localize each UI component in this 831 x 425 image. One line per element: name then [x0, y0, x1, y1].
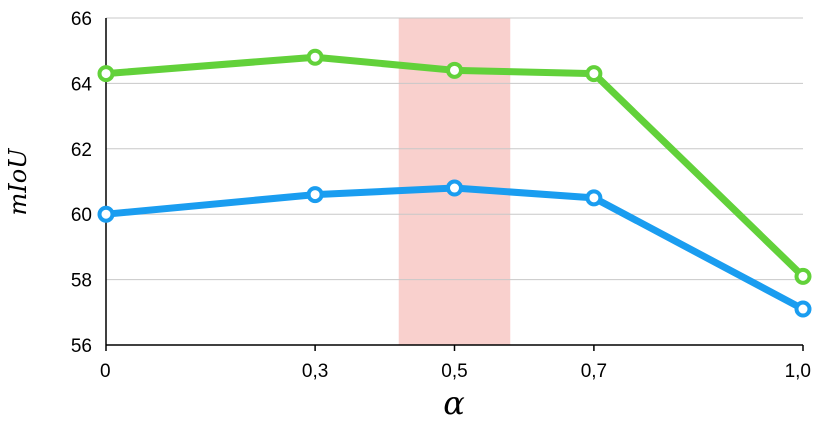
x-tick-label: 0,3 — [302, 361, 328, 382]
y-tick-label: 56 — [71, 336, 92, 357]
x-axis-title: α — [443, 384, 465, 422]
y-tick-label: 62 — [71, 140, 92, 161]
series-2-point — [794, 300, 812, 318]
series-2-point — [97, 205, 115, 223]
series-1-point — [306, 48, 324, 66]
series-2-point — [446, 179, 463, 197]
x-tick-label: 0 — [100, 361, 111, 382]
y-tick-label: 66 — [71, 9, 92, 30]
x-tick-label: 1,0 — [785, 361, 811, 382]
series-2-point — [585, 189, 603, 207]
y-tick-label: 60 — [71, 205, 92, 226]
series-1-point — [446, 61, 463, 79]
series-1-point — [97, 65, 115, 83]
series-1-point — [585, 65, 603, 83]
series-2-point — [306, 186, 324, 204]
y-tick-label: 58 — [71, 271, 92, 292]
x-tick-label: 0,5 — [441, 361, 467, 382]
y-axis-title: mIoU — [4, 148, 32, 216]
y-tick-label: 64 — [71, 74, 93, 95]
series-1-point — [794, 267, 812, 285]
x-tick-label: 0,7 — [581, 361, 607, 382]
